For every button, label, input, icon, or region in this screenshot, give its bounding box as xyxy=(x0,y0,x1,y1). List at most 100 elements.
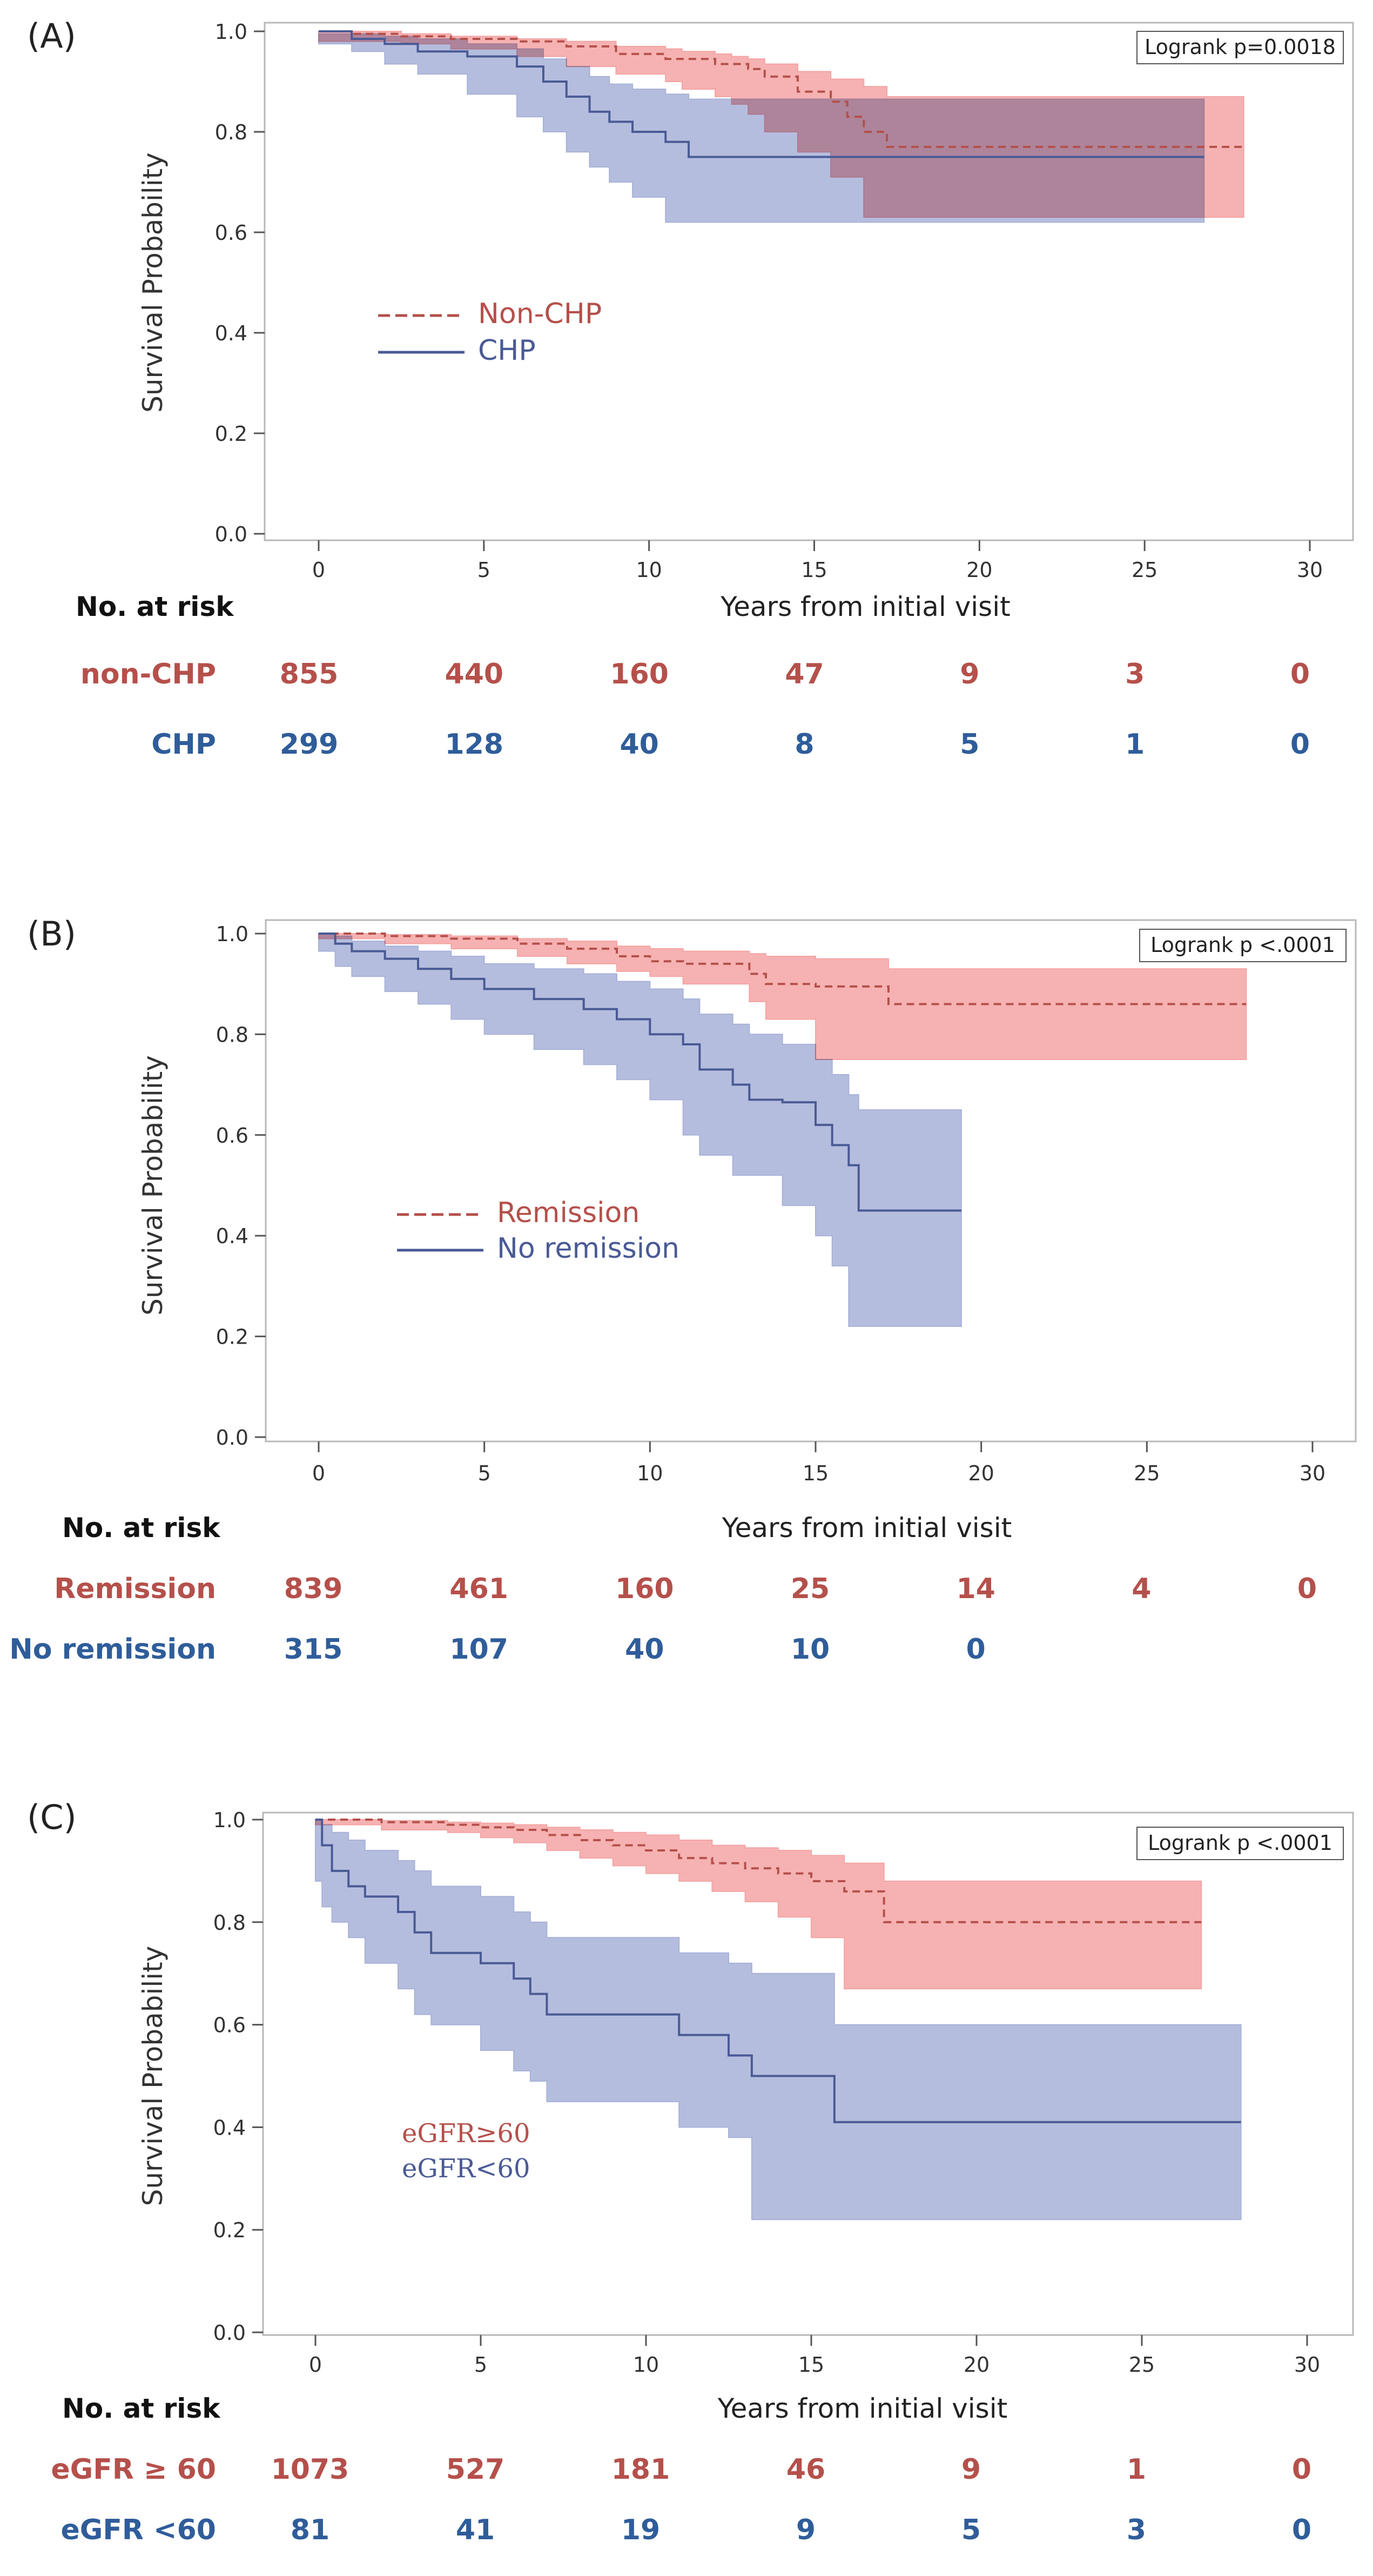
risk-count: 40 xyxy=(625,1633,664,1666)
panel-label: (C) xyxy=(27,1797,77,1837)
risk-count: 81 xyxy=(291,2514,329,2546)
y-tick-label: 0.2 xyxy=(216,1325,248,1349)
risk-count: 46 xyxy=(786,2453,825,2486)
x-axis-label: Years from initial visit xyxy=(722,1512,1012,1544)
risk-count: 8 xyxy=(795,728,814,761)
confidence-band-1 xyxy=(318,933,1247,1060)
panel-label: (A) xyxy=(27,16,76,56)
y-tick-label: 0.6 xyxy=(215,221,247,245)
x-tick-label: 10 xyxy=(633,2353,659,2377)
risk-count: 0 xyxy=(1290,658,1310,690)
y-tick-label: 0.0 xyxy=(213,2321,246,2345)
panel-label: (B) xyxy=(27,914,76,954)
y-tick-label: 0.2 xyxy=(215,422,247,446)
risk-count: 19 xyxy=(621,2514,660,2546)
x-tick-label: 10 xyxy=(636,558,662,582)
y-axis-label: Survival Probability xyxy=(137,1946,169,2206)
y-tick-label: 0.4 xyxy=(213,2116,246,2139)
x-tick-label: 25 xyxy=(1132,558,1157,582)
risk-count: 107 xyxy=(449,1633,508,1666)
legend-label-1: Remission xyxy=(497,1197,640,1229)
panel-2: (B) Survival Probability 0.0 0.2 0.4 0.6 0.8 1.… xyxy=(9,914,1357,1666)
x-tick-label: 25 xyxy=(1129,2353,1155,2377)
risk-count: 1 xyxy=(1125,728,1145,761)
y-tick-label: 0.8 xyxy=(216,1023,248,1046)
y-axis-label: Survival Probability xyxy=(137,152,169,413)
risk-row-label-1: non-CHP xyxy=(80,658,216,690)
x-tick-label: 30 xyxy=(1300,1461,1325,1485)
x-tick-label: 0 xyxy=(309,2353,322,2377)
risk-count: 1073 xyxy=(271,2453,349,2486)
pvalue-text: Logrank p <.0001 xyxy=(1150,933,1335,957)
x-tick-label: 25 xyxy=(1134,1461,1160,1485)
risk-row-label-2: CHP xyxy=(151,728,216,761)
risk-count: 461 xyxy=(449,1573,508,1605)
x-tick-label: 15 xyxy=(803,1461,829,1485)
risk-count: 128 xyxy=(445,728,504,761)
y-axis-label: Survival Probability xyxy=(137,1055,169,1316)
plot-frame xyxy=(265,919,1357,1443)
survival-line-2 xyxy=(319,933,961,1212)
risk-table-header: No. at risk xyxy=(62,1512,221,1544)
survival-line-2 xyxy=(315,1819,1241,2123)
x-axis-label: Years from initial visit xyxy=(717,2393,1007,2424)
risk-count: 440 xyxy=(445,658,504,690)
legend-label-1: eGFR≥60 xyxy=(402,2118,530,2149)
pvalue-text: Logrank p=0.0018 xyxy=(1145,35,1336,59)
y-tick-label: 0.8 xyxy=(215,120,247,144)
risk-count: 839 xyxy=(284,1573,343,1605)
risk-count: 3 xyxy=(1127,2514,1146,2546)
x-tick-label: 0 xyxy=(312,1461,325,1485)
y-tick-label: 0.6 xyxy=(216,1124,248,1148)
risk-count: 0 xyxy=(1292,2453,1311,2486)
risk-count: 10 xyxy=(791,1633,830,1666)
x-axis-label: Years from initial visit xyxy=(720,591,1010,622)
risk-count: 1 xyxy=(1127,2453,1146,2486)
pvalue-text: Logrank p <.0001 xyxy=(1148,1831,1332,1855)
y-tick-label: 1.0 xyxy=(216,922,248,946)
risk-count: 47 xyxy=(785,658,824,690)
risk-count: 9 xyxy=(961,2453,981,2486)
risk-count: 41 xyxy=(456,2514,495,2546)
y-tick-label: 0.0 xyxy=(215,522,247,546)
risk-count: 14 xyxy=(956,1573,995,1605)
x-tick-label: 30 xyxy=(1297,558,1323,582)
risk-count: 0 xyxy=(1292,2514,1311,2546)
risk-row-label-2: No remission xyxy=(9,1633,216,1666)
panel-1: (A) Survival Probability 0.0 0.2 0.4 0.6 0.8 1.… xyxy=(27,16,1354,761)
plot-frame xyxy=(262,1812,1354,2336)
risk-count: 40 xyxy=(620,728,658,761)
pvalue-box xyxy=(1136,31,1344,64)
risk-row-label-2: eGFR <60 xyxy=(60,2514,216,2546)
legend-label-2: No remission xyxy=(497,1232,679,1265)
legend-label-2: eGFR<60 xyxy=(402,2154,530,2184)
risk-count: 4 xyxy=(1132,1573,1151,1605)
survival-line-1 xyxy=(319,30,1244,148)
risk-table-header: No. at risk xyxy=(76,591,234,622)
risk-count: 3 xyxy=(1125,658,1145,690)
x-tick-label: 20 xyxy=(968,1461,994,1485)
y-tick-label: 0.4 xyxy=(215,321,247,345)
confidence-band-1 xyxy=(315,1819,1202,1990)
pvalue-box xyxy=(1136,1827,1344,1860)
x-tick-label: 5 xyxy=(478,1461,491,1485)
risk-count: 160 xyxy=(610,658,669,690)
risk-count: 0 xyxy=(966,1633,986,1666)
y-tick-label: 0.2 xyxy=(213,2218,246,2242)
plot-frame xyxy=(264,22,1354,541)
panel-3: (C) Survival Probability 0.0 0.2 0.4 0.6 0.8 1.… xyxy=(27,1797,1354,2546)
risk-count: 5 xyxy=(960,728,979,761)
y-tick-label: 0.4 xyxy=(216,1224,248,1248)
risk-count: 855 xyxy=(280,658,339,690)
x-tick-label: 20 xyxy=(966,558,992,582)
risk-count: 0 xyxy=(1297,1573,1317,1605)
confidence-band-1 xyxy=(318,31,1244,218)
risk-count: 299 xyxy=(280,728,339,761)
risk-count: 25 xyxy=(791,1573,830,1605)
y-tick-label: 0.0 xyxy=(216,1426,248,1450)
risk-count: 9 xyxy=(960,658,979,690)
x-tick-label: 15 xyxy=(798,2353,824,2377)
y-tick-label: 1.0 xyxy=(215,20,247,44)
y-tick-label: 0.8 xyxy=(213,1911,246,1935)
risk-count: 160 xyxy=(615,1573,674,1605)
